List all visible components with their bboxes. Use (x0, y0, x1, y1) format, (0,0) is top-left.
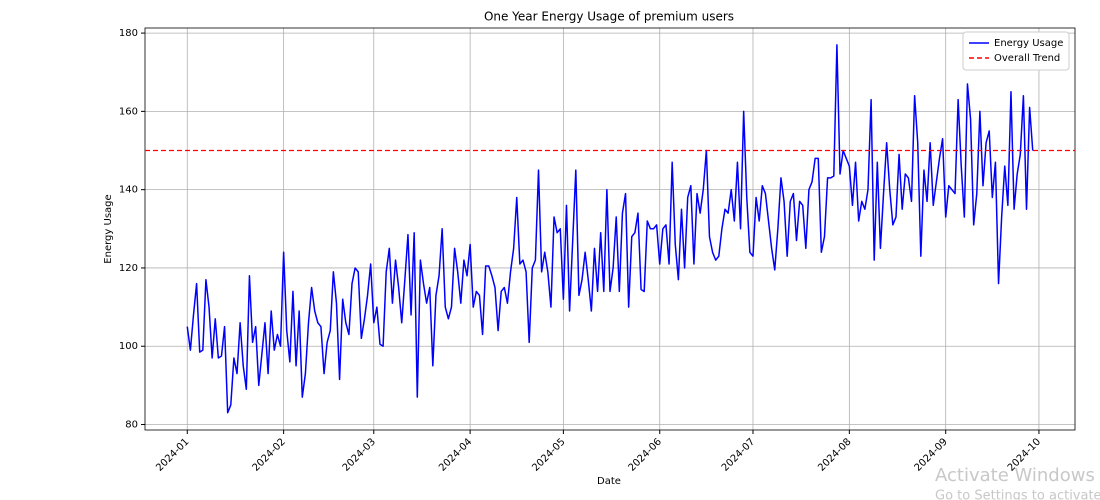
legend-label: Energy Usage (994, 38, 1063, 49)
x-tick-label: 2024-03 (341, 436, 378, 473)
x-tick-label: 2024-08 (816, 436, 853, 473)
watermark: Activate Windows (935, 465, 1095, 486)
data-line (186, 44, 1034, 414)
legend-box (962, 31, 1070, 71)
legend: Energy Usage Overall Trend (962, 31, 1070, 71)
y-tick-label: 80 (125, 420, 138, 431)
chart-title: One Year Energy Usage of premium users (484, 10, 734, 24)
y-axis-label: Energy Usage (103, 194, 114, 263)
legend-label: Overall Trend (994, 53, 1060, 64)
y-tick-label: 120 (119, 263, 138, 274)
y-tick-label: 160 (119, 106, 138, 117)
plot-frame (144, 27, 1076, 431)
x-axis-label: Date (597, 476, 621, 487)
x-tick-label: 2024-06 (627, 436, 664, 473)
x-tick-label: 2024-07 (720, 436, 757, 473)
x-tick-label: 2024-01 (154, 436, 191, 473)
x-tick-label: 2024-04 (437, 436, 474, 473)
y-tick-label: 140 (119, 185, 138, 196)
y-tick-label: 180 (119, 28, 138, 39)
y-tick-label: 100 (119, 341, 138, 352)
watermark-sub: Go to Settings to activate (935, 489, 1100, 500)
x-tick-label: 2024-05 (530, 436, 567, 473)
x-tick-label: 2024-02 (251, 436, 288, 473)
